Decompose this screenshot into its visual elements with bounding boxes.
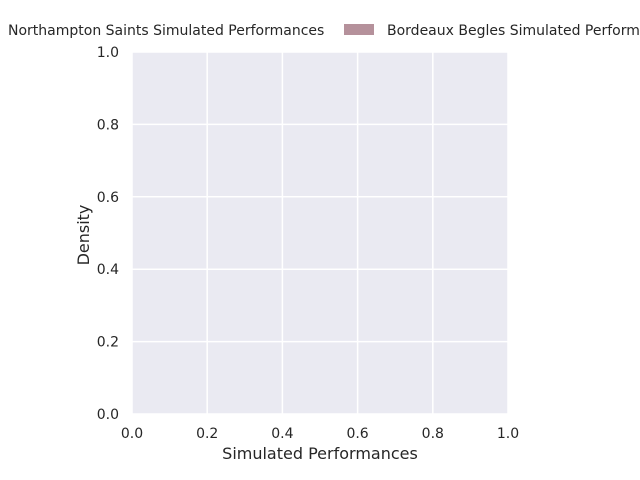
x-tick-label: 0.2 xyxy=(196,426,218,442)
x-tick-labels: 0.0 0.2 0.4 0.6 0.8 1.0 xyxy=(121,426,519,442)
x-tick-label: 0.6 xyxy=(346,426,368,442)
legend-label: Bordeaux Begles Simulated Performances xyxy=(387,23,640,39)
x-tick-label: 0.4 xyxy=(271,426,293,442)
plot-background xyxy=(132,52,508,414)
x-tick-label: 1.0 xyxy=(497,426,519,442)
y-tick-label: 0.0 xyxy=(97,407,119,423)
x-tick-label: 0.8 xyxy=(422,426,444,442)
y-tick-label: 0.4 xyxy=(97,262,119,278)
y-tick-label: 1.0 xyxy=(97,45,119,61)
legend: Northampton Saints Simulated Performance… xyxy=(8,23,640,39)
x-axis-label: Simulated Performances xyxy=(222,444,418,463)
y-tick-label: 0.8 xyxy=(97,117,119,133)
y-axis-label: Density xyxy=(74,205,93,266)
x-tick-label: 0.0 xyxy=(121,426,143,442)
grid-lines xyxy=(131,51,509,415)
y-tick-label: 0.6 xyxy=(97,190,119,206)
legend-swatch xyxy=(344,24,374,35)
y-tick-label: 0.2 xyxy=(97,335,119,351)
y-tick-labels: 0.0 0.2 0.4 0.6 0.8 1.0 xyxy=(97,45,119,423)
legend-label: Northampton Saints Simulated Performance… xyxy=(8,23,324,39)
